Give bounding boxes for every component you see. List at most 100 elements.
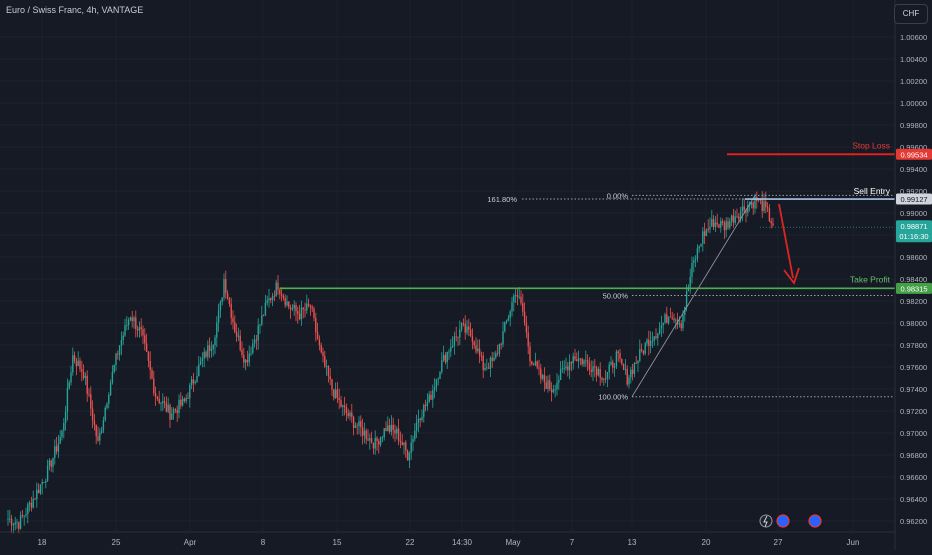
candle-body (261, 315, 263, 325)
candle-body (547, 380, 549, 389)
x-tick-label: 25 (112, 538, 121, 547)
candle-body (397, 428, 400, 441)
candle-body (673, 318, 675, 321)
candle-body (615, 351, 618, 367)
fib-level-label: 100.00% (598, 393, 628, 402)
candle-body (322, 352, 324, 357)
candle-body (507, 317, 510, 321)
candle-body (81, 368, 83, 372)
y-tick-label: 0.97800 (900, 341, 927, 350)
candle-body (750, 202, 753, 205)
candle-body (266, 300, 268, 303)
candle-body (628, 377, 630, 385)
candle-body (590, 369, 592, 372)
candle-body (464, 323, 466, 333)
candle-body (356, 425, 358, 427)
candle-body (504, 322, 506, 332)
candle-body (183, 398, 186, 402)
candle-body (210, 349, 213, 351)
candle-body (253, 339, 256, 344)
y-tick-label: 0.99800 (900, 121, 927, 130)
candle-body (241, 349, 243, 355)
candle-body (259, 324, 261, 326)
candle-body (417, 418, 420, 423)
candle-body (284, 298, 286, 306)
sell-entry-price-tag: 0.99127 (900, 195, 927, 204)
candle-body (685, 291, 688, 308)
x-tick-label: 8 (261, 538, 266, 547)
y-tick-label: 0.97200 (900, 407, 927, 416)
y-tick-label: 0.98400 (900, 275, 927, 284)
candle-body (563, 368, 565, 370)
candle-body (601, 377, 603, 380)
candle-body (468, 326, 470, 330)
candle-body (223, 279, 225, 298)
candle-body (495, 353, 497, 358)
candle-body (226, 293, 229, 299)
fib-level-label: 50.00% (603, 292, 629, 301)
candle-body (421, 416, 423, 420)
candle-body (543, 375, 546, 383)
candle-body (212, 345, 214, 350)
candle-body (428, 394, 430, 403)
candle-body (111, 371, 114, 383)
candle-body (140, 327, 142, 330)
candle-body (682, 314, 684, 329)
candle-body (552, 389, 555, 393)
candle-body (703, 231, 706, 237)
candle-body (642, 350, 645, 354)
candle-body (730, 215, 733, 222)
candle-body (9, 518, 11, 520)
candle-body (237, 335, 240, 337)
candle-body (127, 320, 130, 326)
candle-body (66, 388, 69, 412)
candle-body (433, 387, 436, 391)
fib-level-label: 0.00% (607, 191, 629, 200)
candle-body (736, 216, 738, 218)
candle-body (333, 389, 335, 398)
candle-body (309, 305, 312, 308)
candle-body (156, 396, 159, 399)
candle-body (255, 339, 258, 341)
candle-body (262, 315, 265, 317)
candle-body (10, 518, 13, 526)
candle-body (282, 295, 285, 299)
candle-body (603, 378, 605, 380)
candle-body (162, 401, 164, 403)
candle-body (633, 363, 636, 374)
candle-body (772, 223, 774, 226)
candle-body (90, 394, 92, 409)
candle-body (271, 295, 274, 301)
candle-body (388, 425, 391, 432)
candle-body (138, 327, 141, 331)
y-tick-label: 0.99400 (900, 165, 927, 174)
currency-button[interactable]: CHF (894, 4, 928, 24)
countdown-tag: 01:16:30 (899, 232, 928, 241)
candle-body (151, 369, 153, 379)
x-tick-label: 20 (702, 538, 711, 547)
candle-body (23, 515, 25, 517)
candle-body (426, 402, 429, 407)
candle-body (612, 362, 614, 368)
candle-body (414, 430, 416, 440)
candle-body (766, 206, 769, 209)
candle-body (97, 436, 99, 441)
candle-body (743, 206, 745, 211)
candle-body (624, 368, 627, 370)
candle-body (88, 393, 90, 395)
candle-body (367, 439, 369, 441)
candle-body (693, 260, 695, 263)
candle-body (234, 322, 236, 333)
candle-body (689, 276, 691, 287)
candle-body (99, 432, 101, 441)
candle-body (230, 303, 232, 318)
candle-body (379, 437, 382, 445)
candle-body (349, 412, 351, 417)
candle-body (219, 301, 222, 311)
candle-body (648, 339, 650, 346)
candle-body (583, 360, 585, 365)
candle-body (297, 311, 299, 314)
candle-body (370, 438, 373, 443)
